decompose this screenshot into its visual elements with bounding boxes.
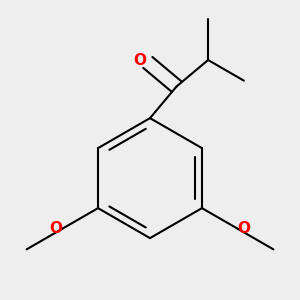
Text: O: O (238, 221, 251, 236)
Text: O: O (133, 53, 146, 68)
Text: O: O (49, 221, 62, 236)
